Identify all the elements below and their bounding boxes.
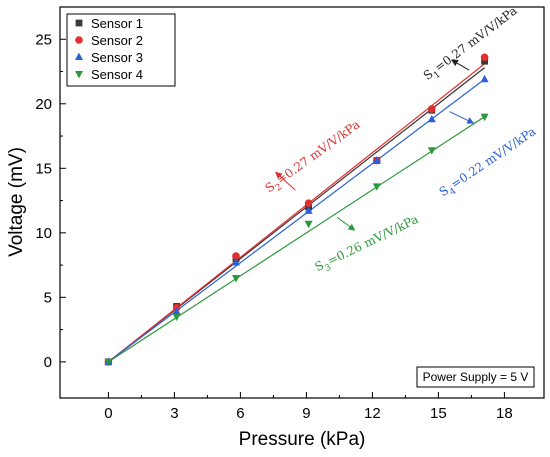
y-tick-label: 10	[35, 225, 52, 242]
plot-frame	[59, 6, 545, 399]
y-axis-title: Voltage (mV)	[6, 147, 27, 257]
data-point	[480, 53, 489, 62]
legend-label: Sensor 2	[91, 33, 143, 48]
data-point	[304, 199, 313, 207]
y-tick-label: 15	[35, 160, 52, 177]
fit-line	[108, 116, 485, 363]
legend-marker	[75, 71, 83, 79]
x-tick-label: 0	[104, 405, 112, 422]
data-points	[104, 53, 489, 367]
y-tick-label: 0	[44, 354, 52, 371]
data-point	[232, 252, 240, 260]
x-tick-label: 15	[430, 405, 447, 422]
sensitivity-label: S2=0.27 mV/V/kPa	[263, 117, 365, 198]
x-tick-label: 6	[236, 405, 244, 422]
legend-box	[66, 13, 176, 87]
annotation-arrow	[275, 171, 296, 191]
y-tick-label: 25	[35, 31, 52, 48]
fit-line	[108, 63, 485, 363]
power-supply-note: Power Supply = 5 V	[416, 366, 535, 388]
y-tick-label: 20	[35, 96, 52, 113]
data-point	[372, 183, 381, 191]
legend-marker	[75, 36, 83, 44]
y-axis-ticks: 0 5 10 15 20 25	[35, 31, 66, 371]
data-point	[480, 74, 489, 83]
x-axis-ticks: 0 3 6 9 12 15 18	[104, 392, 513, 422]
legend-marker	[75, 19, 83, 27]
note-text: Power Supply = 5 V	[423, 370, 529, 384]
data-point	[480, 113, 489, 122]
legend-marker	[75, 52, 83, 60]
fit-line	[108, 78, 485, 363]
data-point	[232, 258, 240, 266]
data-point	[304, 220, 313, 229]
data-point	[372, 156, 381, 164]
y-tick-label: 5	[44, 289, 52, 306]
data-point	[427, 147, 436, 155]
data-point	[481, 57, 488, 65]
x-axis-title: Pressure (kPa)	[239, 429, 366, 450]
data-point	[232, 274, 240, 283]
fit-lines	[108, 63, 485, 363]
data-point	[427, 114, 436, 123]
annotation-arrow	[450, 59, 470, 71]
data-point	[172, 307, 181, 315]
x-tick-label: 18	[496, 405, 513, 422]
data-point	[304, 206, 313, 214]
legend-label: Sensor 1	[91, 16, 143, 31]
sensitivity-label: S4=0.22 mV/V/kPa	[437, 124, 541, 202]
sensitivity-label: S3=0.26 mV/V/kPa	[313, 212, 423, 278]
annotation-arrow	[336, 216, 356, 231]
data-point	[104, 358, 113, 367]
x-tick-label: 12	[364, 405, 381, 422]
data-point	[428, 105, 436, 113]
legend: Sensor 1 Sensor 2 Sensor 3 Sensor 4	[66, 13, 176, 87]
x-tick-label: 3	[170, 405, 178, 422]
note-box	[416, 366, 535, 388]
data-point	[172, 313, 181, 322]
x-tick-label: 9	[302, 405, 310, 422]
legend-label: Sensor 4	[91, 67, 143, 82]
annotation-arrow	[449, 111, 475, 124]
legend-label: Sensor 3	[91, 50, 143, 65]
